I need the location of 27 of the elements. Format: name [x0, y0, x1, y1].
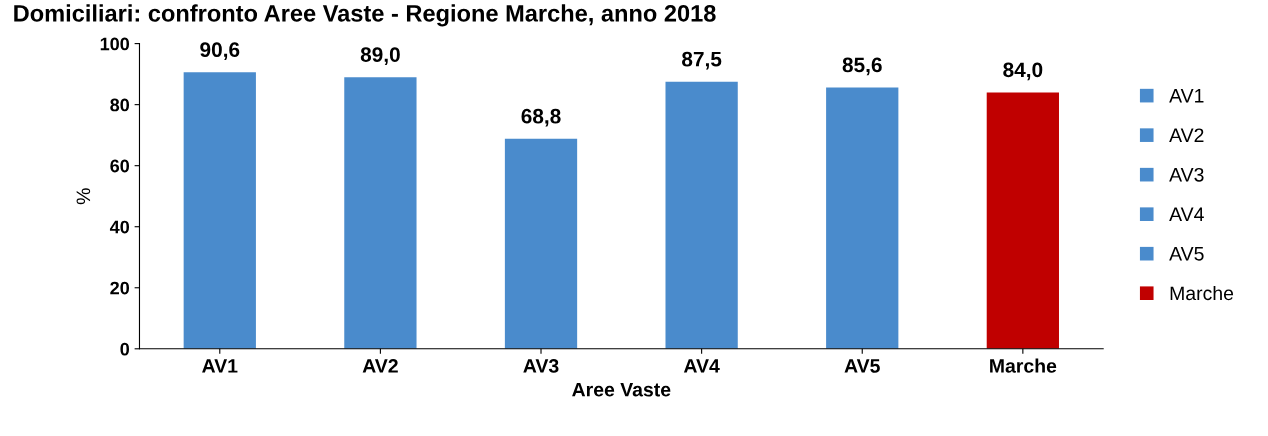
y-tick-label: 40 — [109, 220, 130, 234]
legend-label: AV4 — [1169, 207, 1204, 221]
x-axis-title: Aree Vaste — [572, 382, 671, 397]
text: 89,0 — [360, 47, 400, 65]
text: 87,5 — [682, 51, 722, 70]
legend-label: Marche — [1170, 285, 1234, 301]
text: 85,6 — [842, 57, 882, 76]
legend-label: AV2 — [1169, 128, 1204, 142]
y-tick-label: 80 — [110, 98, 130, 112]
x-tick-label: Marche — [990, 358, 1057, 373]
y-tick-label: 100 — [100, 37, 130, 51]
x-tick-label: AV4 — [683, 359, 720, 373]
legend-label: AV5 — [1169, 247, 1204, 261]
x-tick-label: AV1 — [202, 359, 238, 373]
x-tick-label: AV3 — [523, 359, 559, 373]
text: 68,8 — [521, 108, 561, 127]
legend-label: AV3 — [1169, 167, 1204, 182]
y-tick-label: 60 — [110, 159, 130, 173]
text: 84,0 — [1003, 62, 1043, 81]
text: 90,6 — [200, 42, 240, 61]
chart-title: Domiciliari: confronto Aree Vaste - Regione Marche, anno 2018 — [14, 4, 716, 27]
legend-label: AV1 — [1169, 89, 1204, 103]
x-tick-label: AV2 — [362, 359, 398, 373]
y-tick-label: 20 — [110, 281, 130, 295]
x-tick-label: AV5 — [844, 359, 880, 373]
y-axis-title: % — [76, 188, 91, 205]
y-tick-label: 0 — [120, 342, 130, 356]
